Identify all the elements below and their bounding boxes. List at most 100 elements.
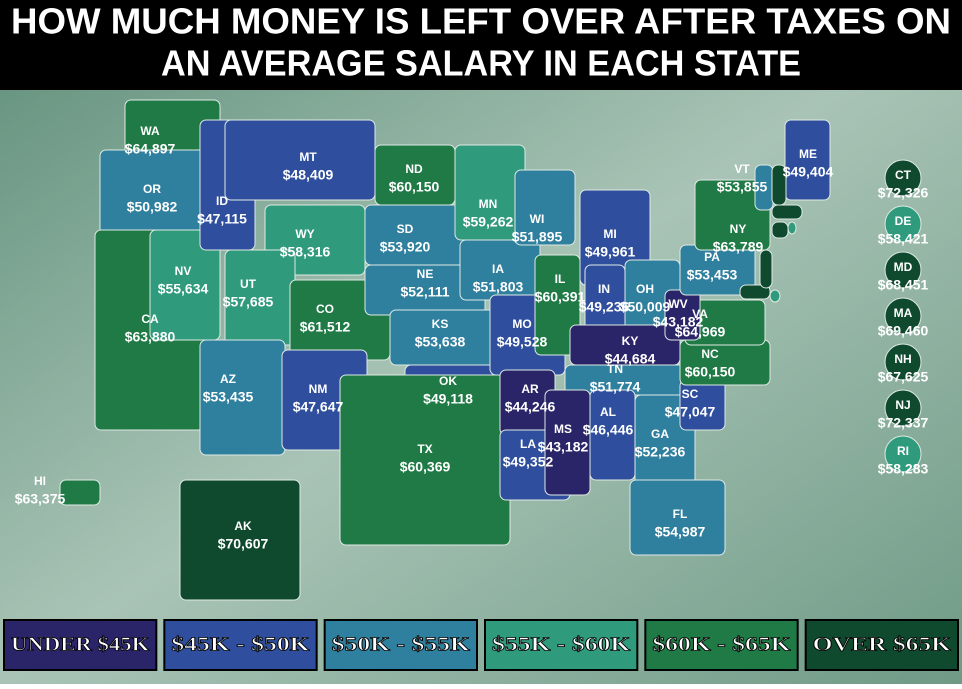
state-amount: $50,982 [127,199,178,215]
state-amount: $53,920 [380,239,431,255]
state-amount: $48,409 [283,167,334,183]
legend-label: $55K - $60K [492,634,631,656]
state-amount: $54,987 [655,524,706,540]
inset-circle [884,343,922,381]
state-abbr: SD [397,222,414,236]
state-shape [364,204,466,266]
state-amount: $58,316 [280,244,331,260]
state-amount: $60,150 [685,364,736,380]
state-abbr: UT [240,277,257,291]
state-amount: $64,897 [125,141,176,157]
legend-swatch [323,619,478,671]
state-abbr: NE [417,267,434,281]
state-amount: $46,446 [583,422,634,438]
state-amount: $53,435 [203,389,254,405]
state-abbr: NJ [895,398,910,412]
state-amount: $51,803 [473,279,524,295]
state-amount: $58,283 [878,461,929,477]
title-line: AN AVERAGE SALARY IN EACH STATE [161,43,801,84]
state-amount: $55,634 [158,281,209,297]
legend-swatch [3,619,158,671]
state-shape [771,204,803,220]
state-abbr: CT [895,168,912,182]
state-amount: $59,262 [463,214,514,230]
legend-label: $50K - $55K [332,634,471,656]
state-amount: $47,647 [293,399,344,415]
state-abbr: MI [603,227,616,241]
state-abbr: AZ [220,372,236,386]
state-abbr: MO [512,317,531,331]
state-abbr: OK [439,374,457,388]
state-abbr: ND [405,162,423,176]
state-abbr: CA [141,312,159,326]
state-amount: $67,625 [878,369,929,385]
state-amount: $51,895 [512,229,563,245]
state-shape [787,221,797,235]
state-amount: $68,451 [878,277,929,293]
state-abbr: NM [309,382,328,396]
state-abbr: AL [600,405,616,419]
state-shape [739,284,771,300]
state-amount: $44,684 [605,351,656,367]
state-abbr: MA [894,306,913,320]
legend-swatch [644,619,799,671]
state-abbr: ME [799,147,817,161]
state-abbr: AR [521,382,539,396]
state-amount: $72,337 [878,415,929,431]
state-amount: $70,607 [218,536,269,552]
state-shape [629,479,726,556]
state-amount: $53,453 [687,267,738,283]
state-amount: $57,685 [223,294,274,310]
state-abbr: IN [598,282,610,296]
state-shape [179,479,301,601]
state-amount: $44,246 [505,399,556,415]
state-amount: $49,961 [585,244,636,260]
state-abbr: FL [673,507,688,521]
state-amount: $43,182 [538,439,589,455]
state-abbr: WA [140,124,160,138]
state-amount: $63,375 [15,491,66,507]
state-shape [771,221,789,239]
state-amount: $60,391 [535,289,586,305]
state-abbr: NC [701,347,719,361]
state-abbr: KY [622,334,639,348]
inset-circle [884,389,922,427]
inset-circle [884,435,922,473]
state-abbr: VT [734,162,750,176]
state-amount: $58,421 [878,231,929,247]
legend-swatch [163,619,318,671]
state-abbr: WI [530,212,545,226]
state-amount: $61,512 [300,319,351,335]
inset-circle [884,205,922,243]
state-abbr: NH [894,352,911,366]
legend-label: $60K - $65K [652,634,791,656]
state-abbr: SC [682,387,699,401]
title-line: HOW MUCH MONEY IS LEFT OVER AFTER TAXES … [11,1,951,42]
legend-label: OVER $65K [813,634,952,656]
state-abbr: NV [175,264,192,278]
state-amount: $72,326 [878,185,929,201]
state-abbr: MD [894,260,913,274]
state-abbr: DE [895,214,912,228]
state-abbr: TN [607,362,623,376]
state-abbr: ID [216,194,228,208]
state-amount: $43,182 [653,314,704,330]
state-abbr: MN [479,197,498,211]
legend-label: $45K - $50K [171,634,310,656]
state-amount: $49,118 [423,391,473,407]
state-abbr: VA [692,307,708,321]
state-shape [759,249,773,289]
state-abbr: KS [432,317,449,331]
state-abbr: RI [897,444,909,458]
state-amount: $47,115 [197,211,247,227]
state-abbr: TX [417,442,432,456]
state-abbr: GA [651,427,669,441]
state-amount: $49,528 [497,334,548,350]
state-amount: $60,150 [389,179,440,195]
state-amount: $63,789 [713,239,764,255]
state-abbr: WY [295,227,314,241]
state-amount: $47,047 [665,404,716,420]
us-map: WA $64,897 OR $50,982 CA $63,880 NV $55,634 ID $4… [15,99,929,601]
state-abbr: MS [554,422,572,436]
state-shape [784,119,831,201]
